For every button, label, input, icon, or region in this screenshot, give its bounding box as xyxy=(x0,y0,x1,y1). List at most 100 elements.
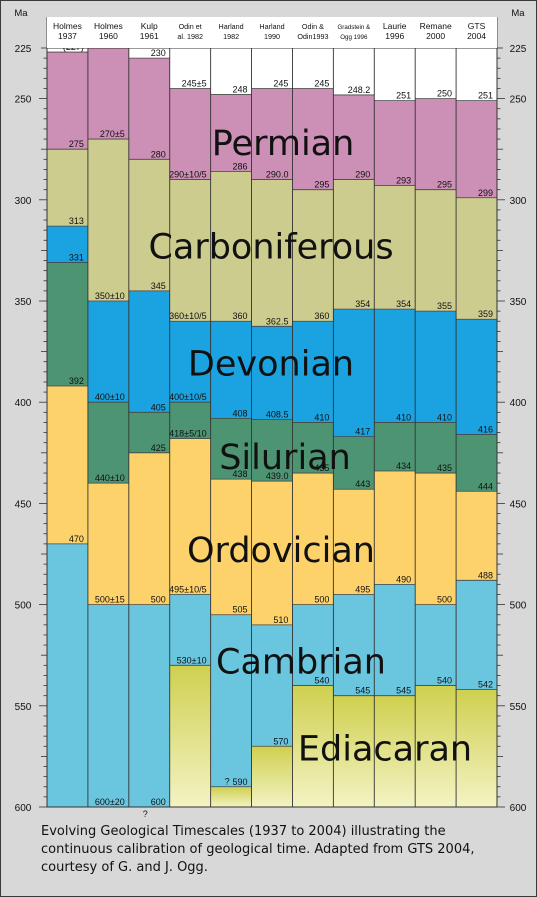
tick-label-left-400: 400 xyxy=(15,398,32,409)
band-gts-2004-cambrian xyxy=(456,580,497,690)
band-gts-2004-devonian xyxy=(456,319,497,435)
header-remane-2000-line-1: 2000 xyxy=(426,31,445,41)
value-label-remane-2000-250: 250 xyxy=(437,89,452,99)
band-remane-2000-ordovician xyxy=(415,473,457,605)
band-odin-odin1993-carboniferous xyxy=(292,189,334,322)
figure-caption: Evolving Geological Timescales (1937 to … xyxy=(41,824,475,875)
header-kulp-1961-line-0: Kulp xyxy=(141,21,158,31)
value-label-harland-1990-290-0: 290.0 xyxy=(266,170,289,180)
band-gts-2004-carboniferous xyxy=(456,197,497,320)
band-kulp-1961-devonian xyxy=(128,290,170,413)
header-odin-et-al-1982-line-0: Odin et xyxy=(179,22,202,31)
header-background xyxy=(47,17,497,48)
tick-label-right-225: 225 xyxy=(510,44,527,55)
value-label-kulp-1961-500: 500 xyxy=(151,595,166,605)
value-label-harland-1990-439-0: 439.0 xyxy=(266,471,289,481)
value-label-holmes-1960-400-10: 400±10 xyxy=(95,392,125,402)
value-label-gts-2004-359: 359 xyxy=(478,309,493,319)
band-laurie-1996-silurian xyxy=(374,422,416,472)
value-label-gradstein-ogg-1996-354: 354 xyxy=(355,299,370,309)
tick-label-right-300: 300 xyxy=(510,196,527,207)
header-remane-2000-line-0: Remane xyxy=(420,21,452,31)
band-remane-2000-permian xyxy=(415,98,457,190)
tick-label-right-450: 450 xyxy=(510,499,527,510)
header-laurie-1996-line-1: 1996 xyxy=(385,31,404,41)
age-axes: Ma 225 250 300 350 400 450 500 550 600 Ma 225 250 300… xyxy=(14,8,526,814)
timescale-chart: (227)275313331392470(225)270±5350±10400±… xyxy=(14,8,526,819)
value-label-laurie-1996-434: 434 xyxy=(396,461,411,471)
tick-label-left-600: 600 xyxy=(15,803,32,814)
tick-label-left-250: 250 xyxy=(15,95,32,106)
band-gts-2004-silurian xyxy=(456,434,497,492)
band-holmes-1960-devonian xyxy=(87,301,129,403)
band-kulp-1961-ordovician xyxy=(128,452,170,605)
tick-label-left-300: 300 xyxy=(15,196,32,207)
unit-label-right: Ma xyxy=(511,8,525,19)
band-holmes-1937-silurian xyxy=(47,262,88,387)
band-kulp-1961-carboniferous xyxy=(128,159,170,291)
value-label-laurie-1996-293: 293 xyxy=(396,176,411,186)
band-holmes-1960-cambrian xyxy=(87,604,129,807)
band-harland-1990-silurian xyxy=(251,419,293,482)
period-name-ediacaran: Ediacaran xyxy=(298,729,472,769)
header-kulp-1961-line-1: 1961 xyxy=(140,31,159,41)
value-label-harland-1982-408: 408 xyxy=(233,408,248,418)
band-harland-1982-permian xyxy=(210,94,252,172)
period-names: Permian Carboniferous Devonian Silurian Ordo… xyxy=(148,124,472,769)
header-holmes-1960-line-1: 1960 xyxy=(99,31,118,41)
value-label-remane-2000-540: 540 xyxy=(437,676,452,686)
value-label-holmes-1960-270-5: 270±5 xyxy=(100,129,125,139)
value-label-kulp-1961-405: 405 xyxy=(151,402,166,412)
value-label-remane-2000-295: 295 xyxy=(437,180,452,190)
value-label-remane-2000-500: 500 xyxy=(437,595,452,605)
uncertain-mark-kulp-1961: ? xyxy=(143,809,148,819)
value-label-harland-1990-570: 570 xyxy=(273,736,288,746)
value-label-laurie-1996-545: 545 xyxy=(396,686,411,696)
band-laurie-1996-permian xyxy=(374,100,416,186)
value-label-kulp-1961-600: 600 xyxy=(151,797,166,807)
value-label-odin-et-al-1982-245-5: 245±5 xyxy=(182,78,207,88)
band-gradstein-ogg-1996-devonian xyxy=(333,309,375,437)
band-gts-2004-ediacaran xyxy=(456,689,497,807)
header-gts-2004-line-0: GTS xyxy=(468,21,486,31)
value-label-gts-2004-488: 488 xyxy=(478,570,493,580)
value-label-gts-2004-416: 416 xyxy=(478,425,493,435)
band-laurie-1996-ordovician xyxy=(374,471,416,585)
value-label-odin-odin1993-360: 360 xyxy=(314,311,329,321)
value-label-holmes-1937-331: 331 xyxy=(69,253,84,263)
value-label-gradstein-ogg-1996-495: 495 xyxy=(355,584,370,594)
value-label-holmes-1937-275: 275 xyxy=(69,139,84,149)
value-label-gradstein-ogg-1996-545: 545 xyxy=(355,686,370,696)
header-odin-et-al-1982-line-1: al. 1982 xyxy=(177,32,203,41)
tick-label-right-600: 600 xyxy=(510,803,527,814)
band-odin-et-al-1982-ordovician xyxy=(169,438,211,595)
band-gradstein-ogg-1996-carboniferous xyxy=(333,179,375,310)
header-harland-1982-line-1: 1982 xyxy=(223,32,239,41)
band-odin-et-al-1982-ediacaran xyxy=(169,665,211,807)
band-holmes-1960-permian xyxy=(87,48,129,140)
band-kulp-1961-permian xyxy=(128,58,170,160)
period-name-carboniferous: Carboniferous xyxy=(148,227,393,267)
tick-label-left-500: 500 xyxy=(15,601,32,612)
tick-label-right-350: 350 xyxy=(510,297,527,308)
unit-label-left: Ma xyxy=(14,8,28,19)
header-gradstein-ogg-1996-line-1: Ogg 1996 xyxy=(340,34,368,41)
header-holmes-1937-line-1: 1937 xyxy=(58,31,77,41)
band-odin-odin1993-permian xyxy=(292,88,334,190)
value-label-odin-et-al-1982-495-10-5: 495±10/5 xyxy=(169,584,206,594)
band-odin-et-al-1982-silurian xyxy=(169,402,211,439)
band-laurie-1996-devonian xyxy=(374,309,416,423)
value-label-laurie-1996-354: 354 xyxy=(396,299,411,309)
value-label-harland-1990-510: 510 xyxy=(273,615,288,625)
value-label-gradstein-ogg-1996-443: 443 xyxy=(355,479,370,489)
value-label-holmes-1937-392: 392 xyxy=(69,376,84,386)
value-label-gradstein-ogg-1996-417: 417 xyxy=(355,427,370,437)
value-label-odin-odin1993-245: 245 xyxy=(314,78,329,88)
value-label-remane-2000-410: 410 xyxy=(437,412,452,422)
tick-label-right-250: 250 xyxy=(510,95,527,106)
header-laurie-1996-line-0: Laurie xyxy=(383,21,407,31)
value-label-gts-2004-444: 444 xyxy=(478,481,493,491)
value-label-harland-1982-360: 360 xyxy=(233,311,248,321)
value-label-holmes-1960-600-20: 600±20 xyxy=(95,797,125,807)
